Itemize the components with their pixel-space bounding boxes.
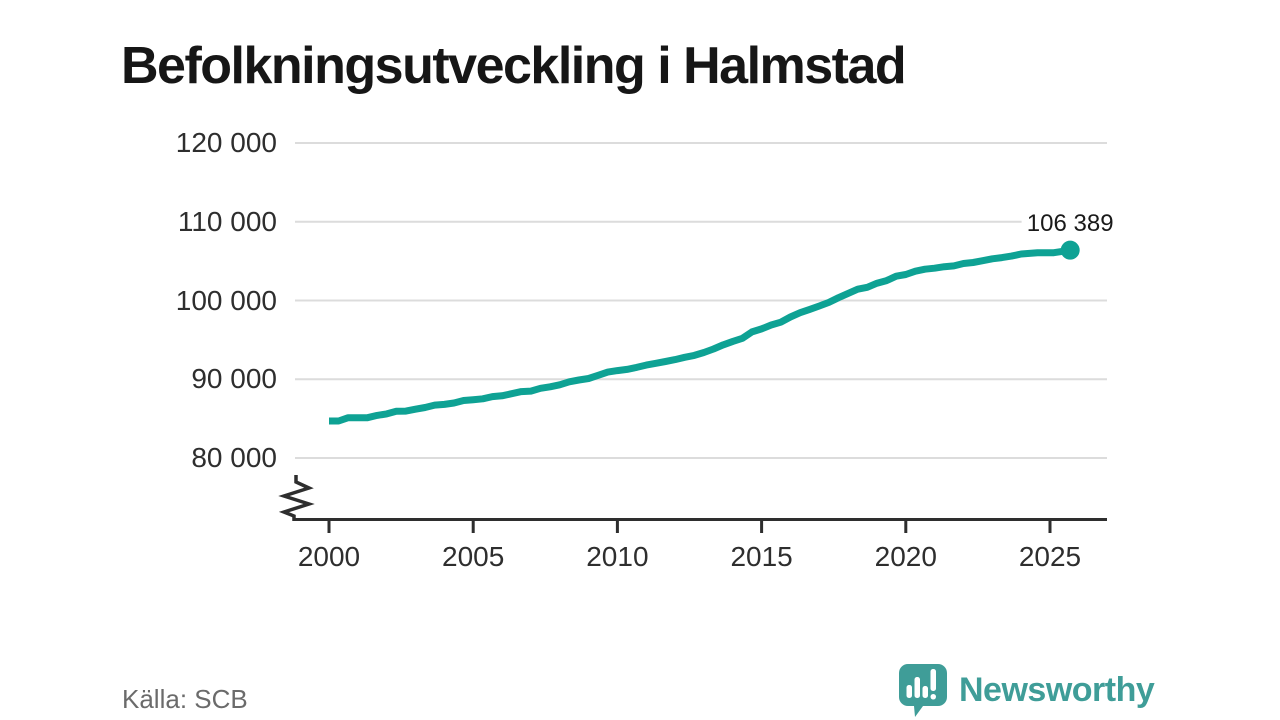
page-title: Befolkningsutveckling i Halmstad — [121, 36, 907, 95]
y-axis-tick-label: 80 000 — [191, 442, 277, 473]
newsworthy-logo-text: Newsworthy — [959, 671, 1155, 709]
y-axis-tick-label: 100 000 — [175, 284, 277, 316]
y-axis-tick-label: 90 000 — [191, 363, 277, 395]
y-axis-break-icon — [278, 475, 315, 521]
newsworthy-logo: Newsworthy — [897, 662, 1155, 718]
x-axis-tick-label: 2025 — [1018, 541, 1082, 572]
gridlines — [295, 142, 1107, 459]
x-axis — [295, 518, 1107, 533]
latest-point-marker — [1060, 240, 1080, 260]
x-axis-tick-label: 2000 — [297, 541, 361, 572]
x-axis-tick-label: 2010 — [586, 541, 649, 572]
y-axis-tick-label: 120 000 — [175, 127, 277, 158]
y-axis-tick-label: 110 000 — [177, 205, 277, 237]
x-axis-tick-label: 2005 — [442, 541, 505, 572]
x-axis-tick-label: 2015 — [730, 541, 793, 572]
population-line-series — [329, 246, 1071, 425]
latest-value-label: 106 389 — [1021, 209, 1119, 240]
newsworthy-logo-icon — [899, 664, 947, 717]
source-note: Källa: SCB — [122, 684, 248, 714]
x-axis-tick-label: 2020 — [874, 541, 937, 572]
